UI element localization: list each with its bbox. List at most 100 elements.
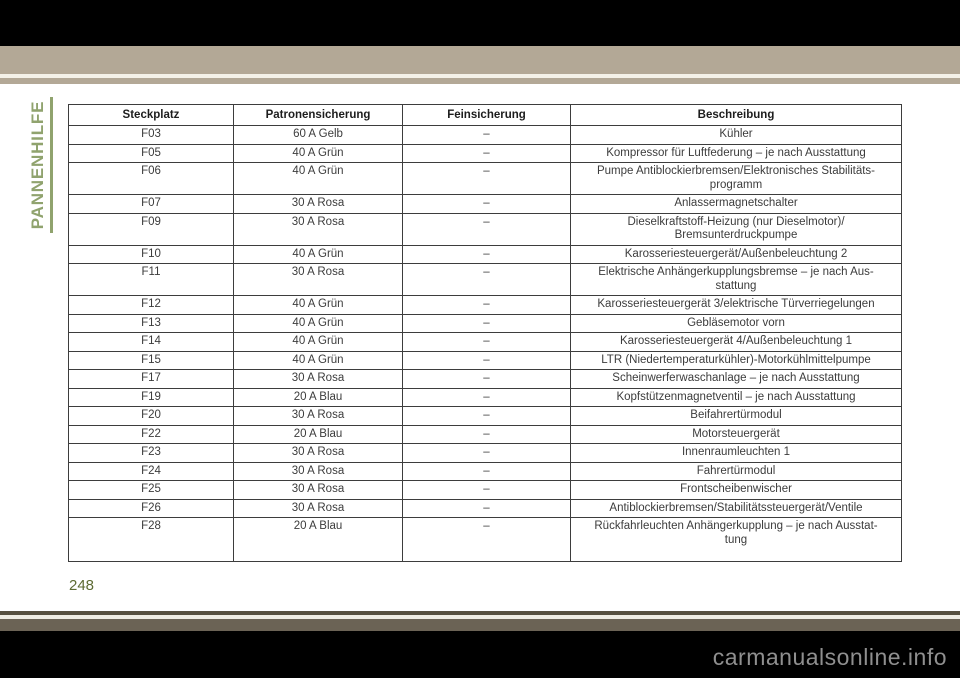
table-row: F15 40 A Grün – LTR (Niedertemperaturküh… [68,350,902,370]
cell-patronensicherung: 40 A Grün [233,295,403,315]
cell-feinsicherung: – [402,143,571,163]
top-tan-rule [0,78,960,84]
cell-steckplatz: F28 [68,517,234,562]
top-tan-band [0,46,960,74]
table-row: F03 60 A Gelb – Kühler [68,125,902,145]
cell-beschreibung: Scheinwerferwaschanlage – je nach Aussta… [570,369,902,389]
cell-steckplatz: F10 [68,244,234,264]
table-row: F13 40 A Grün – Gebläsemotor vorn [68,313,902,333]
cell-beschreibung: Dieselkraftstoff-Heizung (nur Dieselmoto… [570,212,902,246]
cell-patronensicherung: 30 A Rosa [233,443,403,463]
cell-feinsicherung: – [402,350,571,370]
cell-steckplatz: F13 [68,313,234,333]
table-row: F25 30 A Rosa – Frontscheibenwischer [68,480,902,500]
cell-patronensicherung: 20 A Blau [233,387,403,407]
cell-patronensicherung: 30 A Rosa [233,263,403,296]
cell-patronensicherung: 40 A Grün [233,313,403,333]
cell-beschreibung: Anlassermagnetschalter [570,194,902,214]
cell-patronensicherung: 30 A Rosa [233,194,403,214]
table-row: F19 20 A Blau – Kopfstützenmagnetventil … [68,387,902,407]
watermark-text: carmanualsonline.info [712,644,947,670]
cell-feinsicherung: – [402,387,571,407]
table-row: F12 40 A Grün – Karosseriesteuergerät 3/… [68,295,902,315]
cell-feinsicherung: – [402,212,571,246]
cell-feinsicherung: – [402,332,571,352]
top-band-separator [0,74,960,78]
cell-steckplatz: F03 [68,125,234,145]
cell-steckplatz: F05 [68,143,234,163]
cell-steckplatz: F14 [68,332,234,352]
cell-feinsicherung: – [402,461,571,481]
table-row: F23 30 A Rosa – Innenraumleuchten 1 [68,443,902,463]
cell-feinsicherung: – [402,295,571,315]
fuse-table-body: F03 60 A Gelb – Kühler F05 40 A Grün – K… [68,125,902,562]
chapter-tab-pannenhilfe: PANNENHILFE [25,97,53,233]
cell-beschreibung: Fahrertürmodul [570,461,902,481]
bottom-olive-band [0,619,960,631]
cell-beschreibung: Elektrische Anhängerkupplungsbremse – je… [570,263,902,296]
bottom-black-frame-bar: carmanualsonline.info [0,631,960,678]
cell-patronensicherung: 40 A Grün [233,332,403,352]
cell-beschreibung: Karosseriesteuergerät 3/elektrische Türv… [570,295,902,315]
cell-patronensicherung: 60 A Gelb [233,125,403,145]
cell-steckplatz: F24 [68,461,234,481]
table-row: F24 30 A Rosa – Fahrertürmodul [68,461,902,481]
cell-patronensicherung: 30 A Rosa [233,498,403,518]
cell-feinsicherung: – [402,244,571,264]
fuse-table: Steckplatz Patronensicherung Feinsicheru… [68,104,902,562]
header-row: Steckplatz Patronensicherung Feinsicheru… [68,104,902,126]
cell-feinsicherung: – [402,194,571,214]
cell-beschreibung: Kühler [570,125,902,145]
table-row: F06 40 A Grün – Pumpe Antiblockierbremse… [68,162,902,195]
table-row: F10 40 A Grün – Karosseriesteuergerät/Au… [68,244,902,264]
cell-feinsicherung: – [402,498,571,518]
cell-feinsicherung: – [402,125,571,145]
cell-steckplatz: F15 [68,350,234,370]
cell-steckplatz: F17 [68,369,234,389]
cell-steckplatz: F19 [68,387,234,407]
table-row: F11 30 A Rosa – Elektrische Anhängerkupp… [68,263,902,296]
page-number: 248 [69,577,95,594]
fuse-table-header: Steckplatz Patronensicherung Feinsicheru… [68,104,902,126]
cell-beschreibung: Antiblockierbremsen/Stabilitätssteuerger… [570,498,902,518]
cell-patronensicherung: 40 A Grün [233,244,403,264]
table-row: F14 40 A Grün – Karosseriesteuergerät 4/… [68,332,902,352]
table-row: F17 30 A Rosa – Scheinwerferwaschanlage … [68,369,902,389]
cell-beschreibung: Pumpe Antiblockierbremsen/Elektronisches… [570,162,902,195]
table-row: F07 30 A Rosa – Anlassermagnetschalter [68,194,902,214]
cell-feinsicherung: – [402,480,571,500]
table-row: F28 20 A Blau – Rückfahrleuchten Anhänge… [68,517,902,562]
cell-feinsicherung: – [402,443,571,463]
cell-feinsicherung: – [402,313,571,333]
cell-patronensicherung: 30 A Rosa [233,369,403,389]
cell-patronensicherung: 40 A Grün [233,143,403,163]
cell-steckplatz: F22 [68,424,234,444]
cell-patronensicherung: 30 A Rosa [233,461,403,481]
cell-steckplatz: F12 [68,295,234,315]
bottom-band-separator [0,615,960,619]
table-row: F22 20 A Blau – Motorsteuergerät [68,424,902,444]
cell-steckplatz: F06 [68,162,234,195]
table-row: F09 30 A Rosa – Dieselkraftstoff-Heizung… [68,212,902,246]
column-header-patronensicherung: Patronensicherung [233,104,403,126]
cell-feinsicherung: – [402,424,571,444]
cell-beschreibung: Karosseriesteuergerät/Außenbeleuchtung 2 [570,244,902,264]
column-header-feinsicherung: Feinsicherung [402,104,571,126]
cell-feinsicherung: – [402,406,571,426]
cell-patronensicherung: 20 A Blau [233,517,403,562]
cell-patronensicherung: 20 A Blau [233,424,403,444]
cell-beschreibung: Rückfahrleuchten Anhängerkupplung – je n… [570,517,902,562]
cell-beschreibung: Kopfstützenmagnetventil – je nach Aussta… [570,387,902,407]
cell-patronensicherung: 30 A Rosa [233,212,403,246]
table-row: F20 30 A Rosa – Beifahrertürmodul [68,406,902,426]
table-row: F26 30 A Rosa – Antiblockierbremsen/Stab… [68,498,902,518]
cell-steckplatz: F11 [68,263,234,296]
cell-beschreibung: Gebläsemotor vorn [570,313,902,333]
column-header-steckplatz: Steckplatz [68,104,234,126]
cell-feinsicherung: – [402,369,571,389]
top-black-frame-bar [0,0,960,46]
table-row: F05 40 A Grün – Kompressor für Luftfeder… [68,143,902,163]
cell-steckplatz: F25 [68,480,234,500]
cell-beschreibung: Karosseriesteuergerät 4/Außenbeleuchtung… [570,332,902,352]
cell-patronensicherung: 40 A Grün [233,350,403,370]
